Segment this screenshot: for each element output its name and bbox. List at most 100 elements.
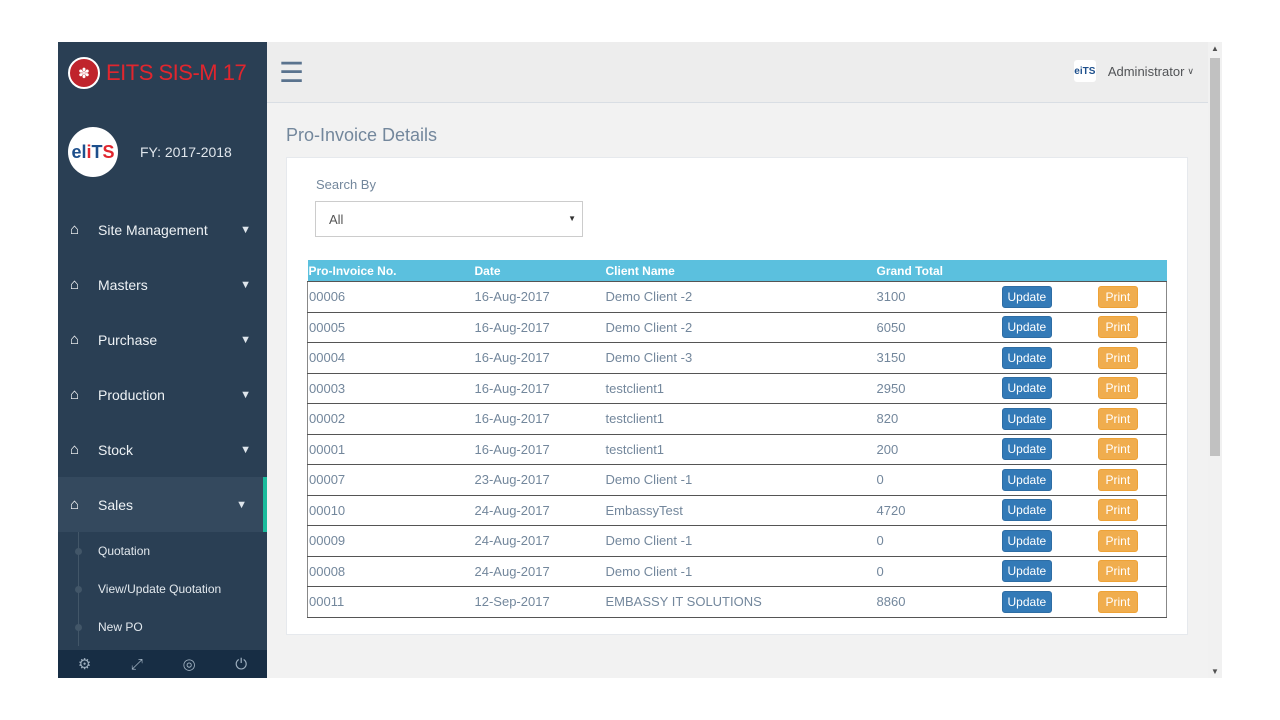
cell-date: 12-Sep-2017: [473, 586, 605, 618]
sidebar-item-site-management[interactable]: ⌂ Site Management ▼: [58, 202, 267, 257]
fullscreen-icon[interactable]: ⤢: [130, 655, 143, 673]
table-row: 00001 16-Aug-2017 testclient1 200 Update Prin…: [307, 433, 1167, 465]
print-button[interactable]: Print: [1097, 529, 1139, 552]
sidebar-item-purchase[interactable]: ⌂ Purchase ▼: [58, 312, 267, 367]
submenu-item-quotation[interactable]: Quotation: [58, 532, 267, 570]
sidebar-item-production[interactable]: ⌂ Production ▼: [58, 367, 267, 422]
menu-toggle-icon[interactable]: ☰: [279, 57, 305, 88]
cell-print: Print: [1096, 525, 1167, 556]
print-button[interactable]: Print: [1097, 346, 1139, 369]
vertical-scrollbar[interactable]: ▲ ▼: [1208, 42, 1222, 678]
chevron-down-icon: ▼: [240, 278, 251, 291]
cell-print: Print: [1096, 372, 1167, 404]
update-button[interactable]: Update: [1001, 590, 1053, 613]
cell-print: Print: [1096, 281, 1167, 312]
cell-print: Print: [1096, 403, 1167, 434]
user-menu[interactable]: eiTS Administrator ∨: [1073, 60, 1194, 82]
caret-down-icon: ▼: [568, 214, 576, 223]
submenu-label: View/Update Quotation: [98, 582, 222, 596]
cell-update: Update: [1000, 372, 1097, 404]
search-by-select[interactable]: All ▼: [315, 201, 583, 237]
col-header-client-name[interactable]: Client Name: [605, 263, 675, 278]
cell-client-name: testclient1: [604, 372, 876, 404]
avatar-text: eliTS: [71, 141, 115, 162]
chevron-down-icon: ▼: [236, 498, 247, 511]
cell-client-name: Demo Client -1: [604, 525, 876, 556]
content-panel: Search By All ▼ Pro-Invoice No. Date Cli…: [286, 157, 1188, 635]
update-button[interactable]: Update: [1001, 407, 1053, 430]
fiscal-year: FY: 2017-2018: [140, 144, 232, 160]
update-button[interactable]: Update: [1001, 285, 1053, 308]
brand[interactable]: ✽ EITS SIS-M 17: [58, 42, 267, 104]
col-header-pro-invoice-no[interactable]: Pro-Invoice No.: [308, 263, 397, 278]
table-row: 00006 16-Aug-2017 Demo Client -2 3100 Update…: [307, 281, 1167, 312]
cell-date: 16-Aug-2017: [473, 281, 605, 312]
cell-update: Update: [1000, 494, 1097, 526]
home-icon: ⌂: [70, 331, 80, 348]
cell-update: Update: [1000, 403, 1097, 434]
cell-client-name: Demo Client -2: [604, 311, 876, 343]
cell-pro-invoice-no: 00011: [307, 586, 474, 618]
cell-grand-total: 820: [875, 403, 1001, 434]
print-button[interactable]: Print: [1097, 590, 1139, 613]
print-button[interactable]: Print: [1097, 377, 1139, 400]
scroll-up-icon[interactable]: ▲: [1211, 44, 1219, 53]
update-button[interactable]: Update: [1001, 346, 1053, 369]
sidebar-item-sales[interactable]: ⌂ Sales ▼: [58, 477, 267, 532]
cell-client-name: Demo Client -1: [604, 464, 876, 495]
sidebar-item-label: Purchase: [98, 331, 158, 348]
eye-slash-icon[interactable]: ◎: [182, 656, 196, 673]
update-button[interactable]: Update: [1001, 560, 1053, 583]
update-button[interactable]: Update: [1001, 468, 1053, 491]
print-button[interactable]: Print: [1097, 560, 1139, 583]
sidebar-item-label: Production: [98, 386, 165, 403]
print-button[interactable]: Print: [1097, 407, 1139, 430]
cell-print: Print: [1096, 494, 1167, 526]
col-header-date[interactable]: Date: [474, 263, 501, 278]
print-button[interactable]: Print: [1097, 468, 1139, 491]
print-button[interactable]: Print: [1097, 285, 1139, 308]
settings-icon[interactable]: ⚙: [77, 656, 92, 673]
scroll-thumb[interactable]: [1210, 58, 1220, 456]
cell-print: Print: [1096, 555, 1167, 587]
sidebar-item-stock[interactable]: ⌂ Stock ▼: [58, 422, 267, 477]
select-value: All: [329, 211, 344, 227]
update-button[interactable]: Update: [1001, 529, 1053, 552]
print-button[interactable]: Print: [1097, 438, 1139, 461]
pro-invoice-table: Pro-Invoice No. Date Client Name Grand T…: [307, 260, 1167, 618]
power-icon[interactable]: ⏻: [235, 655, 248, 673]
sidebar-item-masters[interactable]: ⌂ Masters ▼: [58, 257, 267, 312]
cell-update: Update: [1000, 464, 1097, 495]
col-header-update: [1001, 260, 1097, 282]
cell-print: Print: [1096, 433, 1167, 465]
submenu-item-view-update-quotation[interactable]: View/Update Quotation: [58, 570, 267, 608]
cell-date: 23-Aug-2017: [473, 464, 605, 495]
app-window: ✽ EITS SIS-M 17 eliTS FY: 2017-2018 ⌂ Si…: [58, 42, 1222, 678]
sidebar-item-label: Sales: [98, 496, 134, 513]
scroll-down-icon[interactable]: ▼: [1211, 667, 1219, 676]
avatar: eliTS: [68, 127, 118, 177]
cell-pro-invoice-no: 00001: [307, 433, 474, 465]
submenu-item-new-po[interactable]: New PO: [58, 608, 267, 646]
cell-print: Print: [1096, 342, 1167, 373]
cell-grand-total: 4720: [875, 494, 1001, 526]
update-button[interactable]: Update: [1001, 377, 1053, 400]
submenu-label: New PO: [98, 620, 143, 634]
update-button[interactable]: Update: [1001, 316, 1053, 339]
cell-update: Update: [1000, 342, 1097, 373]
cell-print: Print: [1096, 464, 1167, 495]
update-button[interactable]: Update: [1001, 499, 1053, 522]
cell-date: 16-Aug-2017: [473, 342, 605, 373]
cell-grand-total: 6050: [875, 311, 1001, 343]
cell-grand-total: 200: [875, 433, 1001, 465]
cell-grand-total: 2950: [875, 372, 1001, 404]
col-header-grand-total[interactable]: Grand Total: [876, 263, 943, 278]
cell-date: 16-Aug-2017: [473, 433, 605, 465]
print-button[interactable]: Print: [1097, 499, 1139, 522]
user-avatar: eiTS: [1073, 60, 1096, 82]
brand-title: EITS SIS-M 17: [106, 60, 247, 85]
table-row: 00010 24-Aug-2017 EmbassyTest 4720 Update Pri…: [307, 494, 1167, 526]
print-button[interactable]: Print: [1097, 316, 1139, 339]
table-row: 00011 12-Sep-2017 EMBASSY IT SOLUTIONS 8860…: [307, 586, 1167, 618]
update-button[interactable]: Update: [1001, 438, 1053, 461]
